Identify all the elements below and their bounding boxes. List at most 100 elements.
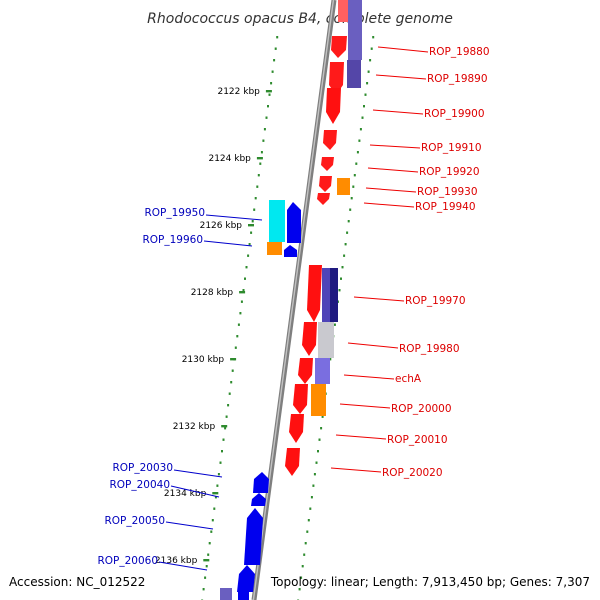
track-dot — [298, 588, 301, 591]
track-dot — [267, 105, 269, 108]
track-dot — [318, 438, 321, 441]
track-dot — [244, 277, 246, 280]
label-echa: echA — [395, 373, 422, 385]
track-dot — [227, 404, 230, 407]
gene-rop-20040 — [251, 493, 266, 506]
track-dot — [225, 415, 228, 418]
track-dot — [369, 59, 372, 62]
track-dot — [263, 128, 266, 131]
track-dot — [361, 116, 364, 119]
gene-rop-20010 — [289, 414, 304, 443]
feature-rop-19960-orange — [267, 242, 282, 255]
track-dot — [224, 427, 227, 430]
feature-rop-19930-orange — [337, 178, 350, 195]
track-dot — [202, 588, 205, 591]
tick-label: 2126 kbp — [200, 221, 243, 231]
track-dot — [367, 70, 370, 73]
label-rop-19970: ROP_19970 — [405, 295, 466, 307]
left-tick-track — [201, 36, 279, 600]
track-dot — [271, 70, 274, 73]
feature-rop-20060-purple — [220, 588, 232, 600]
track-dot — [276, 36, 279, 39]
track-dot — [274, 47, 277, 50]
track-dot — [343, 254, 346, 257]
track-dot — [219, 461, 222, 464]
track-dot — [239, 312, 242, 315]
feature-rop-19950-rna — [269, 200, 285, 242]
track-dot — [207, 553, 210, 556]
gene-rop-19960 — [284, 245, 297, 257]
feature-rop-19880-pair — [348, 0, 362, 60]
track-dot — [350, 197, 353, 200]
tick-mark — [230, 358, 237, 361]
feature-rop-19890-pair — [347, 60, 361, 88]
tick-label: 2124 kbp — [208, 154, 251, 164]
label-rop-19880: ROP_19880 — [429, 46, 490, 58]
track-dot — [366, 82, 369, 85]
track-dot — [346, 231, 349, 234]
track-dot — [253, 208, 256, 211]
map-title: Rhodococcus opacus B4, complete genome — [147, 11, 453, 27]
track-dot — [370, 47, 373, 50]
tick-label: 2128 kbp — [191, 288, 234, 298]
track-dot — [273, 59, 276, 62]
gene-rop-19920 — [321, 157, 334, 171]
label-rop-19920: ROP_19920 — [419, 166, 480, 178]
gene-rop-20060 — [237, 565, 255, 592]
track-dot — [245, 266, 248, 269]
track-dot — [364, 93, 367, 96]
genome-backbone — [251, 0, 337, 600]
track-dot — [217, 473, 220, 476]
tick-mark — [221, 425, 228, 428]
track-dot — [248, 243, 251, 246]
label-rop-20040: ROP_20040 — [109, 479, 170, 491]
gene-rop-19880 — [331, 36, 347, 58]
label-rop-19930: ROP_19930 — [417, 186, 478, 198]
track-dot — [260, 151, 263, 154]
track-dot — [312, 484, 315, 487]
gene-rop-20030 — [253, 472, 269, 493]
track-dot — [265, 116, 268, 119]
gene-rop-19930 — [319, 176, 332, 192]
track-dot — [214, 496, 217, 499]
label-rop-19890: ROP_19890 — [427, 73, 488, 85]
reverse-features — [220, 200, 301, 600]
gene-rop-19890 — [329, 62, 344, 95]
track-dot — [320, 427, 323, 430]
gene-rop-20020 — [285, 448, 300, 476]
track-dot — [216, 484, 219, 487]
track-dot — [211, 519, 214, 522]
track-dot — [341, 266, 344, 269]
track-dot — [237, 323, 240, 326]
track-dot — [358, 139, 361, 142]
tick-mark — [239, 291, 246, 294]
track-dot — [372, 36, 375, 39]
track-dot — [309, 507, 312, 510]
reverse-gene-labels: ROP_19950 ROP_19960 ROP_20030 ROP_20040 … — [97, 207, 263, 571]
track-dot — [230, 381, 233, 384]
track-dot — [347, 220, 350, 223]
topology-text: Topology: linear; Length: 7,913,450 bp; … — [270, 575, 590, 589]
gene-rop-19940 — [317, 193, 330, 205]
track-dot — [349, 208, 352, 211]
label-rop-20000: ROP_20000 — [391, 403, 452, 415]
track-dot — [353, 174, 356, 177]
track-dot — [300, 576, 303, 579]
track-dot — [254, 197, 257, 200]
feature-rop-19980-grey — [318, 322, 334, 358]
forward-features — [285, 0, 362, 476]
feature-rop-20000-orange — [311, 384, 326, 416]
track-dot — [340, 277, 342, 280]
track-dot — [301, 565, 304, 568]
track-dot — [208, 542, 211, 545]
label-rop-19900: ROP_19900 — [424, 108, 485, 120]
track-dot — [355, 162, 358, 165]
tick-mark — [256, 157, 263, 160]
track-dot — [210, 530, 213, 533]
track-dot — [338, 289, 341, 292]
track-dot — [240, 300, 243, 303]
track-dot — [333, 323, 336, 326]
label-rop-19950: ROP_19950 — [144, 207, 205, 219]
track-dot — [313, 473, 316, 476]
